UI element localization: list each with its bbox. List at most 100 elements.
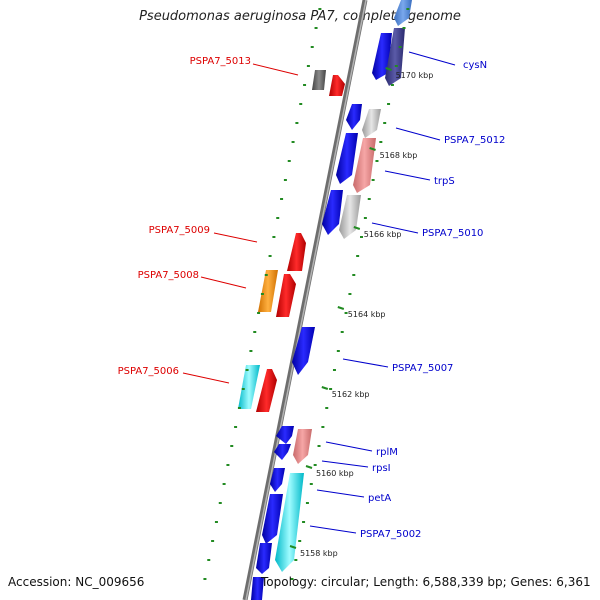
gene-PSPA7_5010-arrow[interactable]	[339, 195, 361, 239]
gene-PSPA7_5008-arrow[interactable]	[258, 270, 278, 312]
right-tick-rail	[332, 369, 336, 371]
gene-PSPA7_5012-arrow[interactable]	[362, 109, 381, 138]
gene-trpS-arrow[interactable]	[353, 138, 376, 193]
left-tick-rail	[257, 312, 261, 314]
leader-line	[408, 51, 456, 66]
leader-line	[252, 63, 299, 76]
leader-line	[309, 525, 357, 534]
gene-label-PSPA7_5009[interactable]: PSPA7_5009	[149, 225, 210, 236]
major-tick	[305, 465, 313, 469]
right-tick-rail	[402, 27, 406, 29]
gene-label-PSPA7_5013[interactable]: PSPA7_5013	[190, 56, 251, 67]
major-tick	[337, 306, 345, 310]
right-tick-rail	[344, 312, 348, 314]
left-tick-rail	[249, 350, 253, 352]
left-tick-rail	[276, 217, 280, 219]
right-tick-rail	[375, 160, 379, 162]
right-tick-rail	[387, 103, 391, 105]
right-tick-rail	[290, 578, 294, 580]
leader-line	[384, 170, 431, 181]
tick-label: 5162 kbp	[332, 390, 370, 399]
right-tick-rail	[305, 502, 309, 504]
gene-label-trpS[interactable]: trpS	[434, 176, 455, 187]
gene-forward-arrow[interactable]	[312, 70, 326, 90]
major-tick	[369, 147, 376, 151]
gene-petA-arrow[interactable]	[262, 494, 283, 544]
gene-PSPA7_5008-arrow[interactable]	[276, 274, 296, 317]
leader-line	[316, 489, 365, 498]
left-tick-rail	[295, 122, 299, 124]
gene-label-PSPA7_5006[interactable]: PSPA7_5006	[118, 366, 179, 377]
gene-PSPA7_5010-arrow[interactable]	[322, 190, 343, 235]
right-tick-rail	[367, 198, 371, 200]
left-tick-rail	[260, 293, 264, 295]
gene-PSPA7_5013-arrow[interactable]	[329, 75, 345, 96]
left-tick-rail	[303, 84, 307, 86]
gene-forward-arrow[interactable]	[394, 0, 412, 26]
tick-label: 5164 kbp	[348, 310, 386, 319]
gene-trpS-arrow[interactable]	[336, 133, 358, 184]
left-tick-rail	[226, 464, 230, 466]
gene-petA-arrow[interactable]	[270, 468, 285, 492]
left-tick-rail	[299, 103, 303, 105]
left-tick-rail	[253, 331, 257, 333]
leader-line	[200, 276, 247, 289]
gene-rplM-arrow[interactable]	[293, 429, 312, 464]
genome-backbone-highlight	[245, 0, 367, 600]
leader-line	[321, 460, 369, 468]
gene-PSPA7_5012-arrow[interactable]	[346, 104, 362, 130]
gene-label-rplM[interactable]: rplM	[376, 447, 398, 458]
gene-PSPA7_5009-arrow[interactable]	[287, 233, 306, 271]
right-tick-rail	[329, 388, 333, 390]
left-tick-rail	[310, 46, 314, 48]
tick-label: 5170 kbp	[396, 71, 434, 80]
left-tick-rail	[318, 8, 322, 10]
gene-label-PSPA7_5010[interactable]: PSPA7_5010	[422, 228, 483, 239]
tick-label: 5168 kbp	[380, 151, 418, 160]
gene-PSPA7_5006-arrow[interactable]	[238, 365, 260, 409]
gene-forward-arrow[interactable]	[385, 28, 405, 86]
right-tick-rail	[294, 559, 298, 561]
gene-label-PSPA7_5008[interactable]: PSPA7_5008	[138, 270, 199, 281]
right-tick-rail	[383, 122, 387, 124]
gene-PSPA7_5007-arrow[interactable]	[292, 327, 315, 375]
left-tick-rail	[237, 407, 241, 409]
right-tick-rail	[363, 217, 367, 219]
right-tick-rail	[321, 426, 325, 428]
gene-forward-arrow[interactable]	[251, 577, 264, 600]
right-tick-rail	[336, 350, 340, 352]
major-tick	[321, 386, 329, 390]
accession-label: Accession: NC_009656	[8, 575, 145, 589]
right-tick-rail	[390, 84, 394, 86]
gene-PSPA7_5002-arrow[interactable]	[275, 473, 304, 572]
topology-label: Topology: circular; Length: 6,588,339 bp…	[261, 575, 591, 589]
major-tick	[385, 67, 392, 71]
left-tick-rail	[203, 578, 207, 580]
left-tick-rail	[207, 559, 211, 561]
gene-label-rpsI[interactable]: rpsI	[372, 463, 391, 474]
gene-rpsI-arrow[interactable]	[274, 444, 291, 460]
major-tick	[353, 226, 361, 230]
left-tick-rail	[218, 502, 222, 504]
gene-label-PSPA7_5012[interactable]: PSPA7_5012	[444, 135, 505, 146]
leader-line	[395, 127, 441, 141]
left-tick-rail	[230, 445, 234, 447]
right-tick-rail	[371, 179, 375, 181]
left-tick-rail	[306, 65, 310, 67]
left-tick-rail	[283, 179, 287, 181]
left-tick-rail	[268, 255, 272, 257]
genome-title: Pseudomonas aeruginosa PA7, complete gen…	[139, 9, 461, 24]
left-tick-rail	[287, 160, 291, 162]
right-tick-rail	[348, 293, 352, 295]
gene-label-cysN[interactable]: cysN	[463, 60, 487, 71]
gene-PSPA7_5006-arrow[interactable]	[256, 369, 277, 412]
right-tick-rail	[352, 274, 356, 276]
left-tick-rail	[280, 198, 284, 200]
right-tick-rail	[325, 407, 329, 409]
gene-label-PSPA7_5007[interactable]: PSPA7_5007	[392, 363, 453, 374]
gene-label-PSPA7_5002[interactable]: PSPA7_5002	[360, 529, 421, 540]
leader-line	[371, 222, 419, 234]
gene-label-petA[interactable]: petA	[368, 493, 391, 504]
gene-rplM-arrow[interactable]	[276, 426, 294, 444]
gene-PSPA7_5002-arrow[interactable]	[256, 543, 272, 574]
